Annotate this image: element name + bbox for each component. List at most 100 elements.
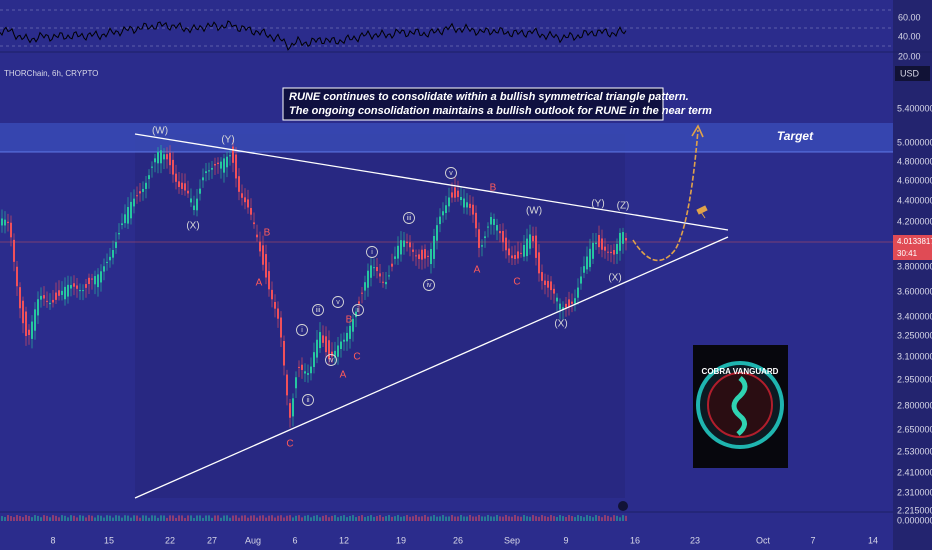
- volume-bar: [379, 515, 381, 521]
- candle: [427, 255, 429, 257]
- price-tick-label: 0.00000000: [897, 515, 932, 525]
- volume-bar: [232, 515, 234, 521]
- candle: [472, 204, 474, 215]
- candle: [136, 195, 138, 197]
- candle: [319, 332, 321, 349]
- volume-bar: [421, 516, 423, 521]
- candle: [403, 240, 405, 247]
- candle: [58, 290, 60, 296]
- time-tick-label: 27: [207, 535, 217, 545]
- volume-bar: [82, 515, 84, 521]
- price-tick-label: 5.40000000: [897, 103, 932, 113]
- candle: [343, 339, 345, 342]
- annotation-box: [282, 87, 664, 121]
- volume-bar: [250, 515, 252, 521]
- target-label: Target: [777, 129, 814, 143]
- volume-bar: [25, 515, 27, 521]
- volume-bar: [109, 515, 111, 521]
- volume-bar: [604, 515, 606, 521]
- volume-bar: [247, 517, 249, 521]
- volume-bar: [616, 515, 618, 521]
- volume-bar: [49, 517, 51, 521]
- volume-bar: [325, 515, 327, 521]
- candle: [49, 302, 51, 305]
- candle: [418, 254, 420, 259]
- volume-bar: [433, 515, 435, 521]
- candle: [16, 266, 18, 287]
- time-tick-label: Oct: [756, 535, 771, 545]
- candle: [37, 299, 39, 316]
- candle: [451, 192, 453, 198]
- candle: [268, 271, 270, 290]
- candle: [391, 263, 393, 267]
- volume-bar: [457, 516, 459, 521]
- wave-label: B: [490, 183, 497, 194]
- volume-bar: [601, 517, 603, 521]
- candle: [127, 207, 129, 224]
- volume-bar: [418, 516, 420, 521]
- candle: [166, 154, 168, 160]
- candle: [400, 240, 402, 255]
- wave-label: v: [449, 170, 453, 177]
- volume-bar: [169, 515, 171, 521]
- time-tick-label: 22: [165, 535, 175, 545]
- candle: [370, 265, 372, 278]
- candle: [463, 198, 465, 208]
- volume-bar: [208, 515, 210, 521]
- volume-bar: [67, 517, 69, 521]
- range-shade: [135, 134, 625, 498]
- candle: [286, 374, 288, 396]
- volume-bar: [283, 517, 285, 521]
- volume-bar: [238, 517, 240, 521]
- volume-bar: [199, 515, 201, 521]
- candle: [625, 237, 627, 241]
- price-tick-label: 2.41000000: [897, 467, 932, 477]
- volume-bar: [352, 515, 354, 521]
- candle: [574, 298, 576, 304]
- volume-bar: [553, 516, 555, 521]
- price-tick-label: 3.80000000: [897, 261, 932, 271]
- price-tick-label: 4.40000000: [897, 195, 932, 205]
- volume-bar: [595, 515, 597, 521]
- currency-box: [895, 66, 930, 81]
- volume-bar: [298, 515, 300, 521]
- volume-bar: [214, 515, 216, 521]
- wave-label: (W): [526, 206, 542, 217]
- candle: [10, 222, 12, 238]
- volume-bar: [409, 516, 411, 521]
- candle: [490, 217, 492, 225]
- wave-label: (X): [554, 319, 567, 330]
- volume-bar: [538, 516, 540, 521]
- wave-label: (Y): [221, 135, 234, 146]
- volume-bar: [535, 516, 537, 521]
- candle: [154, 158, 156, 163]
- price-axis-panel: [893, 0, 932, 550]
- volume-bar: [88, 515, 90, 521]
- wave-label: iii: [316, 307, 321, 314]
- indicator-tick-label: 20.00: [898, 51, 921, 61]
- candle: [46, 300, 48, 302]
- volume-bar: [607, 515, 609, 521]
- volume-bar: [223, 515, 225, 521]
- volume-bar: [544, 516, 546, 521]
- time-tick-label: 9: [563, 535, 568, 545]
- candle: [256, 234, 258, 238]
- wave-label: C: [286, 439, 293, 450]
- triangle-lower: [134, 236, 729, 499]
- candle: [439, 216, 441, 225]
- volume-bar: [244, 515, 246, 521]
- candle: [493, 218, 495, 225]
- volume-bar: [136, 515, 138, 521]
- candle: [352, 318, 354, 332]
- candle: [247, 199, 249, 208]
- price-tick-label: 2.80000000: [897, 400, 932, 410]
- volume-bar: [460, 515, 462, 521]
- volume-bar: [157, 517, 159, 521]
- candle: [130, 201, 132, 219]
- candle: [139, 191, 141, 194]
- volume-bar: [355, 517, 357, 521]
- volume-bar: [559, 515, 561, 521]
- candle: [148, 175, 150, 180]
- price-tick-label: 2.31000000: [897, 487, 932, 497]
- candle: [295, 377, 297, 389]
